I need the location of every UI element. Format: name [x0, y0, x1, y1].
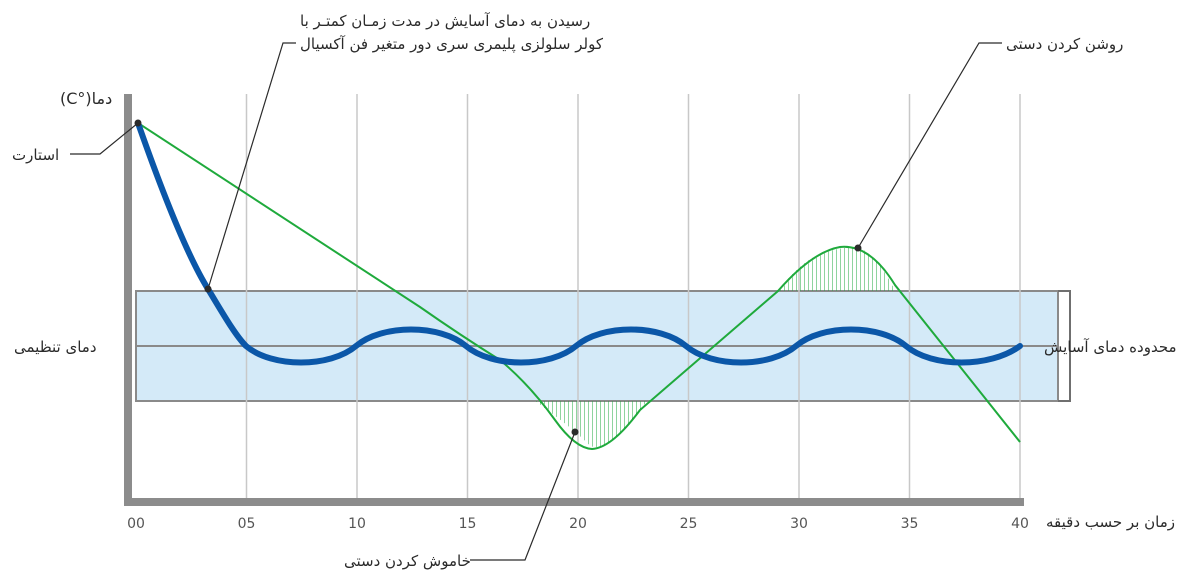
- y-axis-title: (C°)دما: [60, 88, 112, 110]
- y-axis-unit: (C°): [60, 89, 92, 108]
- x-tick-label-25: 25: [679, 516, 698, 532]
- comfort-range-bracket: [1058, 290, 1071, 402]
- manual-off-dot: [571, 428, 579, 436]
- x-tick-label-00: 00: [127, 516, 145, 532]
- reach-dot: [204, 285, 212, 293]
- x-tick-label-35: 35: [900, 516, 919, 532]
- manual-on-hatch: [778, 247, 895, 291]
- x-axis-title: زمان بر حسب دقیقه: [1046, 513, 1176, 531]
- reach-comfort-line1: رسیدن به دمای آسایش در مدت زمـان کمتـر ب…: [300, 12, 591, 30]
- callout-reach-line: [207, 42, 296, 290]
- x-tick-label-05: 05: [237, 516, 256, 532]
- callout-manual-on-line: [857, 42, 1002, 249]
- x-tick-label-10: 10: [348, 516, 366, 532]
- manual-off-hatch: [535, 401, 647, 448]
- callout-dots: [134, 119, 862, 436]
- x-tick-label-20: 20: [569, 516, 587, 532]
- setpoint-label: دمای تنظیمی: [14, 338, 97, 356]
- manual-on-dot: [854, 244, 862, 252]
- callout-start-line: [70, 122, 139, 155]
- cooler-temperature-curve: [135, 120, 1023, 366]
- start-dot: [134, 119, 142, 127]
- manual-on-label: روشن کردن دستی: [1006, 35, 1124, 53]
- callouts: [70, 42, 1002, 561]
- x-tick-label-15: 15: [458, 516, 477, 532]
- comfort-range-label: محدوده دمای آسایش: [1044, 338, 1177, 356]
- x-tick-label-40: 40: [1011, 516, 1029, 532]
- callout-manual-off-line: [470, 431, 576, 561]
- manual-off-label: خاموش کردن دستی: [344, 552, 471, 570]
- start-label: استارت: [12, 146, 60, 164]
- y-axis-title-text: دما: [91, 89, 113, 108]
- x-tick-label-30: 30: [790, 516, 808, 532]
- reach-comfort-line2: کولر سلولزی پلیمری سری دور متغیر فن آکسی…: [300, 35, 603, 53]
